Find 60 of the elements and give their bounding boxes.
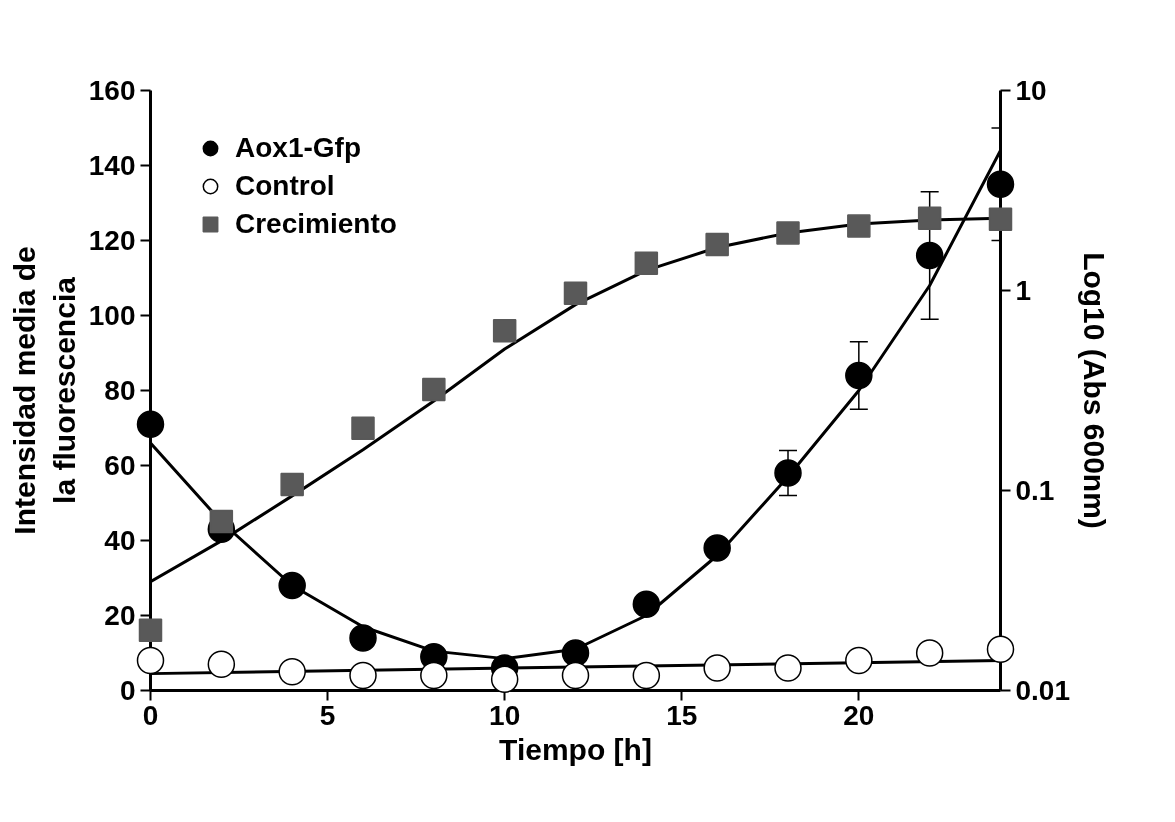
point	[136, 646, 165, 675]
y-tick-label: 60	[104, 450, 136, 481]
point	[561, 661, 590, 690]
legend-label: Control	[235, 170, 335, 202]
x-tick-label: 15	[666, 699, 698, 731]
point	[351, 416, 375, 440]
y2-tick-label: 0.01	[1015, 675, 1070, 706]
legend-label: Crecimiento	[235, 208, 397, 240]
point	[138, 618, 163, 643]
y2-tick-label: 10	[1015, 75, 1047, 106]
point	[278, 658, 306, 686]
point	[136, 410, 165, 438]
point	[774, 459, 802, 487]
point	[422, 377, 446, 402]
x-tick-label: 5	[319, 699, 336, 731]
point	[847, 214, 871, 238]
point	[705, 232, 729, 257]
point	[632, 661, 661, 690]
point	[988, 207, 1013, 232]
y-axis-title: Intensidad media de la fluorescencia	[8, 246, 81, 535]
y-tick-label: 100	[88, 300, 136, 331]
point	[561, 639, 590, 667]
point	[490, 665, 519, 693]
y-tick-label: 0	[119, 675, 136, 706]
y-tick-label: 80	[104, 375, 136, 406]
x-tick-label: 0	[142, 699, 159, 731]
y-tick-label: 160	[88, 75, 136, 106]
legend-label: Aox1-Gfp	[235, 132, 361, 164]
point	[209, 509, 234, 534]
point	[986, 635, 1015, 663]
point	[915, 639, 944, 667]
point	[845, 361, 873, 390]
point	[278, 571, 306, 600]
point	[915, 241, 944, 270]
point	[703, 654, 731, 682]
point	[917, 206, 942, 230]
point	[776, 221, 800, 245]
y-tick-label: 20	[104, 600, 136, 631]
point	[703, 534, 731, 562]
point	[207, 650, 236, 678]
point	[986, 170, 1015, 198]
x-tick-label: 20	[843, 699, 875, 731]
point	[349, 661, 377, 690]
x-tick-label: 10	[489, 699, 521, 731]
point	[563, 281, 588, 305]
y-tick-label: 40	[104, 525, 136, 556]
point	[845, 646, 873, 675]
x-axis-title: Tiempo [h]	[499, 732, 652, 766]
point	[632, 590, 661, 618]
y2-axis-title: Log10 (Abs 600nm)	[1078, 252, 1111, 529]
point	[420, 661, 448, 690]
point	[774, 654, 802, 682]
y-tick-label: 140	[88, 150, 136, 181]
point	[349, 624, 377, 652]
point	[492, 318, 517, 343]
y2-tick-label: 1	[1015, 275, 1032, 306]
point	[280, 472, 304, 497]
point	[634, 251, 659, 275]
y-tick-label: 120	[88, 225, 136, 256]
y2-tick-label: 0.1	[1015, 475, 1055, 506]
